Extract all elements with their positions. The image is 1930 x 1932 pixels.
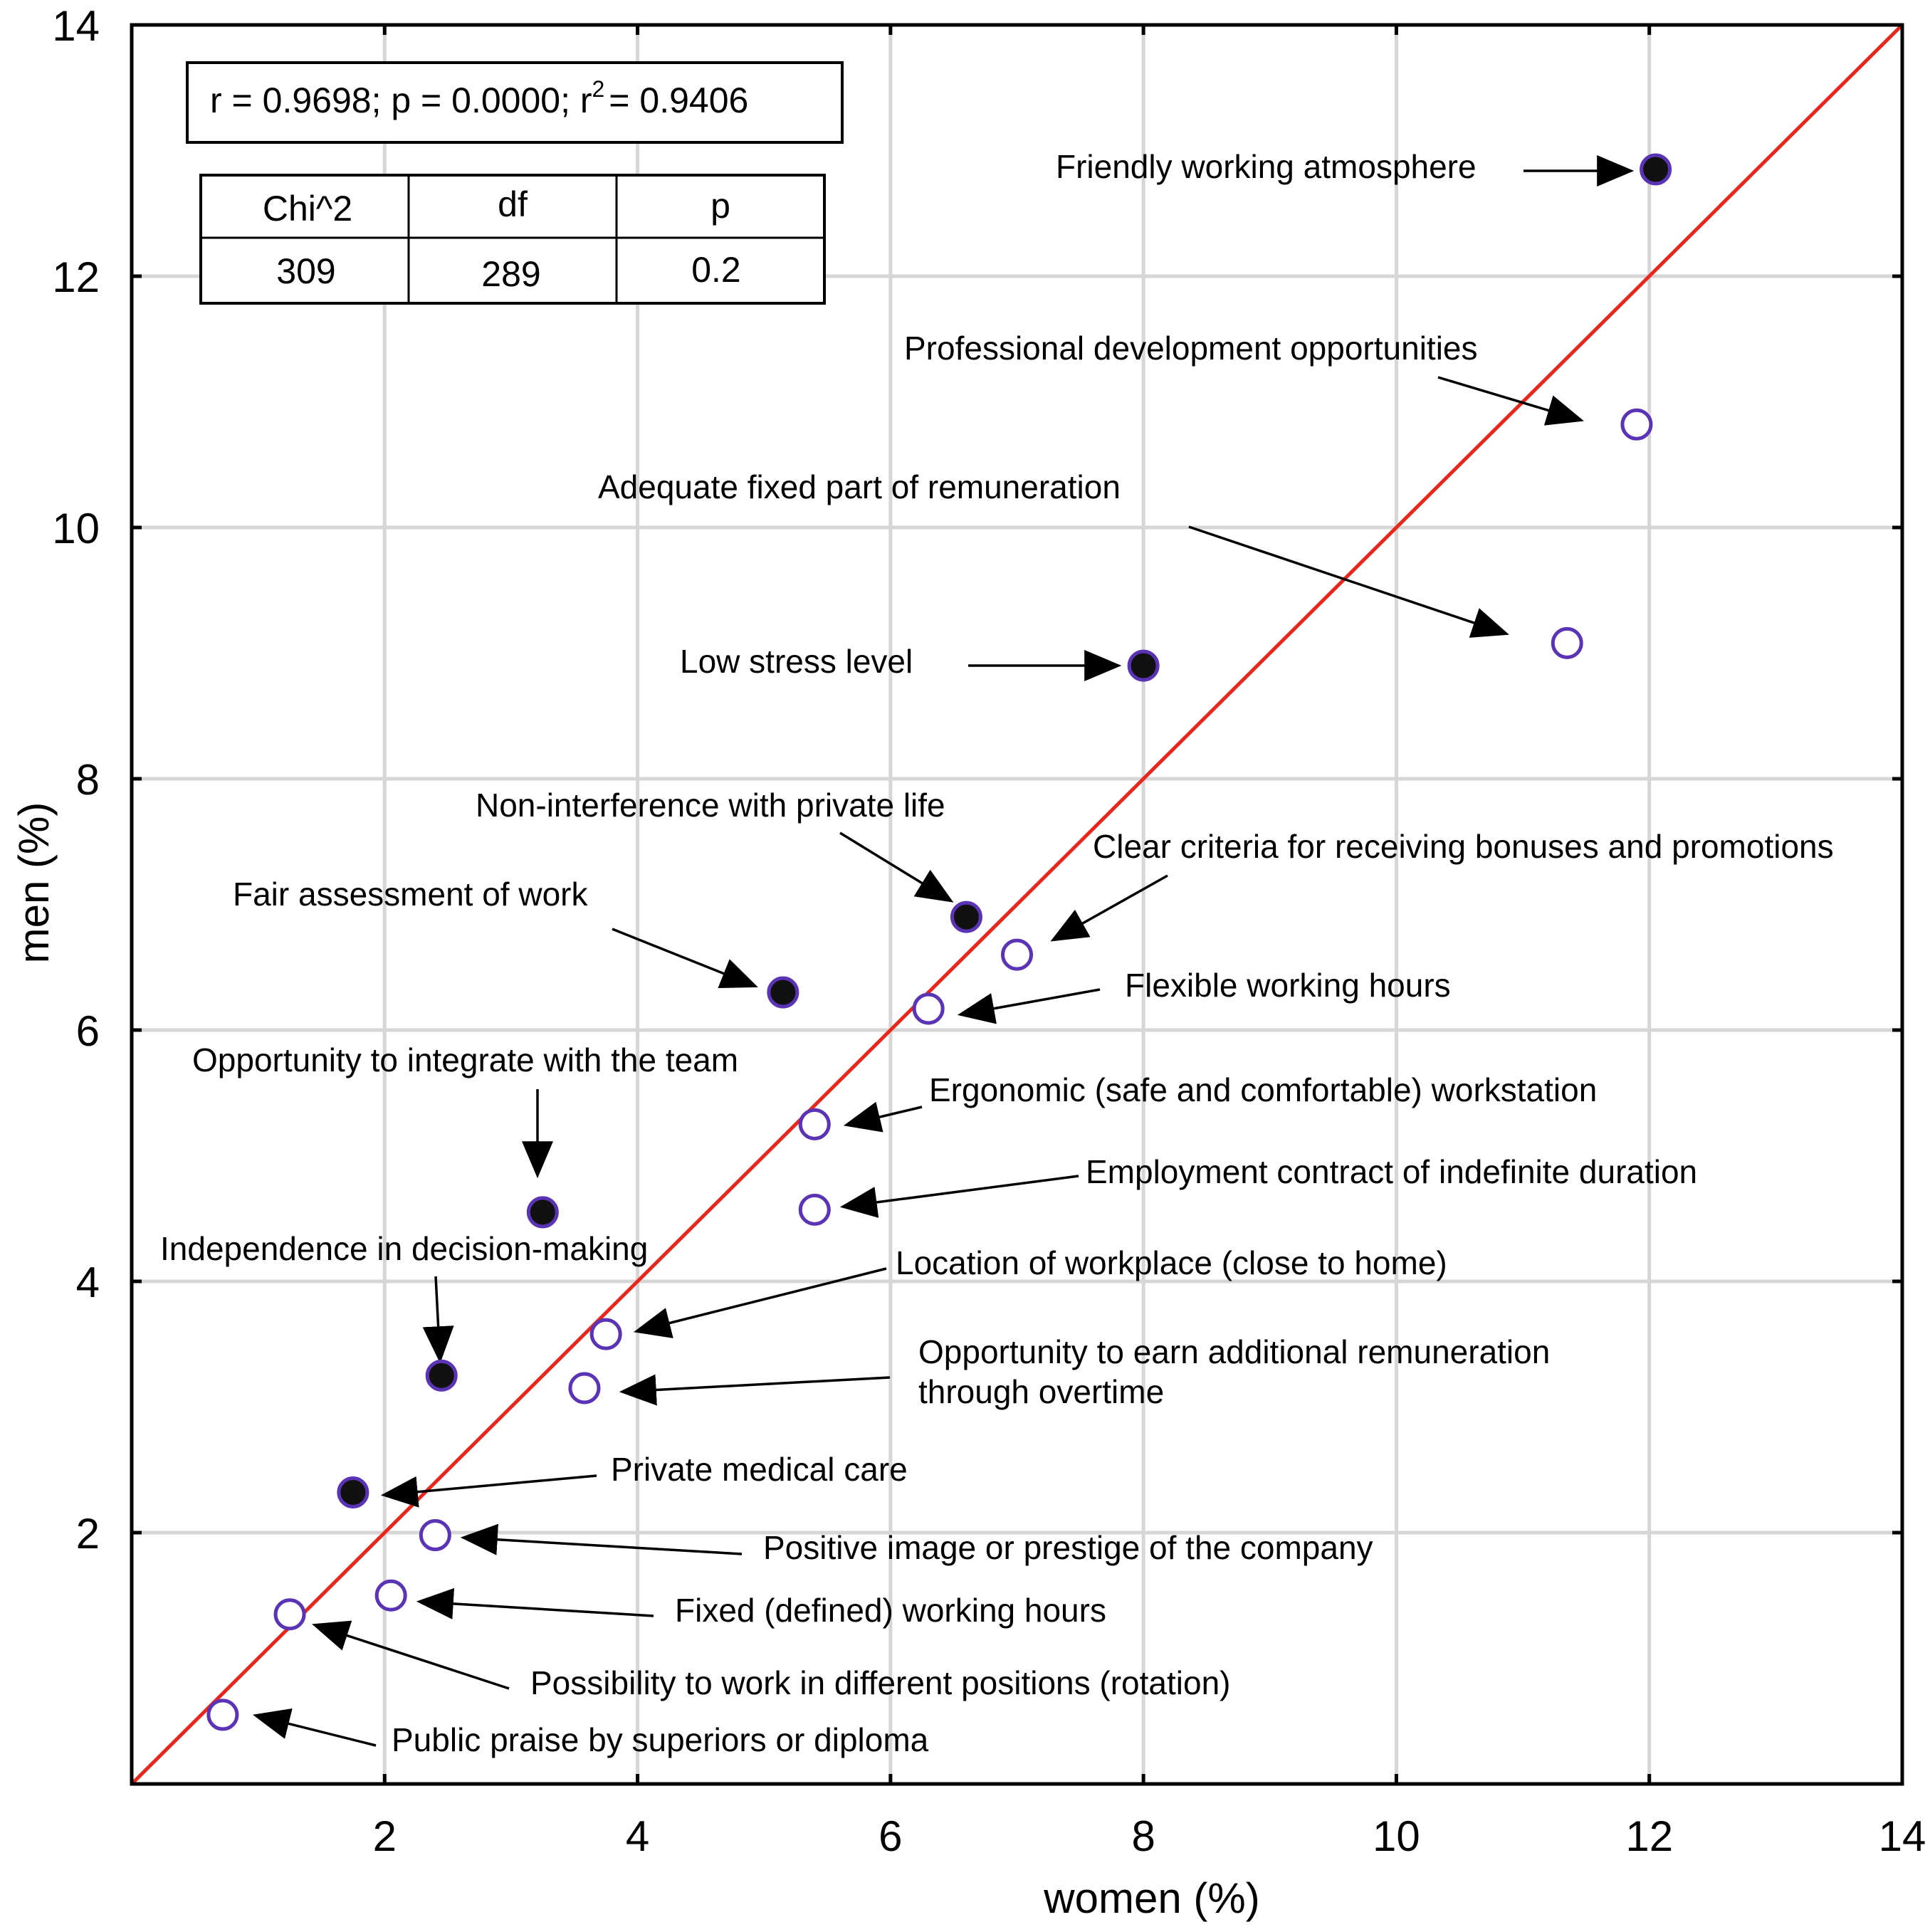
annotation-arrow: [252, 1708, 377, 1747]
annotation-arrow: [633, 1267, 887, 1338]
annotation-arrow: [612, 928, 758, 989]
stats-box: r = 0.9698; p = 0.0000; r2 = 0.9406: [186, 61, 844, 144]
point-label: Independence in decision-making: [160, 1230, 648, 1267]
filled-point: [425, 1359, 458, 1392]
annotation-arrow: [619, 1374, 891, 1406]
y-tick-label: 14: [52, 2, 100, 50]
annotation-arrow: [416, 1587, 654, 1619]
stats-text: r = 0.9698; p = 0.0000; r2 = 0.9406: [210, 76, 748, 120]
filled-point: [950, 901, 982, 933]
chi-value-chi: 309: [276, 251, 335, 291]
annotation-arrow: [1188, 525, 1509, 638]
annotation-arrow: [1437, 376, 1584, 426]
point-label: Flexible working hours: [1125, 967, 1451, 1004]
hollow-point: [1620, 408, 1653, 441]
axis-ticks: 2 4 6 8 10 12 14 2 4 6 8 10 12 14: [52, 2, 1926, 1860]
point-label: through overtime: [918, 1373, 1164, 1410]
y-tick-label: 10: [52, 505, 100, 552]
point-label: Fair assessment of work: [233, 876, 588, 913]
x-axis-title: women (%): [1043, 1874, 1259, 1922]
stats-r2-text: = 0.9406: [609, 80, 748, 120]
point-label: Possibility to work in different positio…: [530, 1664, 1230, 1701]
annotation-arrow: [422, 1276, 454, 1364]
data-points: [206, 153, 1672, 1731]
annotation-arrow: [312, 1620, 510, 1690]
point-label: Positive image or prestige of the compan…: [763, 1529, 1373, 1566]
annotation-arrow: [957, 988, 1101, 1024]
hollow-point: [1551, 626, 1583, 659]
y-tick-label: 12: [52, 253, 100, 301]
y-axis-title: men (%): [10, 802, 58, 964]
annotation-arrow: [380, 1474, 597, 1508]
point-label: Non-interference with private life: [476, 787, 945, 824]
point-label: Opportunity to earn additional remunerat…: [918, 1333, 1550, 1370]
filled-point: [1640, 153, 1672, 186]
hollow-point: [374, 1579, 407, 1612]
point-label: Low stress level: [680, 643, 913, 680]
chi-header-p: p: [710, 186, 730, 226]
filled-point: [1127, 649, 1160, 682]
chi-value-df: 289: [481, 254, 540, 294]
filled-point: [767, 976, 799, 1009]
stats-r-sup: 2: [592, 76, 605, 102]
point-label: Location of workplace (close to home): [896, 1244, 1447, 1281]
hollow-point: [206, 1699, 239, 1731]
annotation-arrows: [252, 155, 1635, 1747]
stats-r-text: r = 0.9698; p = 0.0000; r: [210, 80, 592, 120]
point-label: Employment contract of indefinite durati…: [1086, 1153, 1697, 1190]
annotation-arrow: [843, 1101, 923, 1133]
y-tick-label: 8: [76, 756, 100, 804]
x-tick-label: 8: [1131, 1812, 1155, 1860]
plot-frame: [130, 23, 1904, 1786]
hollow-point: [912, 992, 945, 1025]
x-tick-label: 2: [373, 1812, 397, 1860]
filled-point: [526, 1196, 559, 1229]
annotation-arrow: [839, 1175, 1079, 1218]
point-label: Private medical care: [611, 1451, 908, 1488]
chi-header-chi: Chi^2: [263, 189, 352, 229]
hollow-point: [568, 1372, 601, 1405]
x-tick-label: 4: [626, 1812, 649, 1860]
x-tick-label: 12: [1625, 1812, 1673, 1860]
filled-point: [337, 1476, 369, 1509]
point-labels: Friendly working atmosphere Professional …: [160, 148, 1834, 1758]
point-label: Adequate fixed part of remuneration: [598, 468, 1121, 505]
point-label: Ergonomic (safe and comfortable) worksta…: [929, 1071, 1597, 1108]
hollow-point: [273, 1598, 306, 1631]
point-label: Fixed (defined) working hours: [675, 1592, 1106, 1629]
chi-value-p: 0.2: [691, 250, 741, 290]
hollow-point: [1001, 938, 1033, 971]
x-tick-label: 6: [879, 1812, 902, 1860]
chi-header-df: df: [498, 184, 528, 224]
y-tick-label: 6: [76, 1007, 100, 1055]
hollow-point: [589, 1318, 622, 1350]
x-tick-label: 14: [1879, 1812, 1926, 1860]
annotation-arrow: [460, 1523, 743, 1555]
point-label: Clear criteria for receiving bonuses and…: [1093, 828, 1834, 865]
y-tick-label: 2: [76, 1510, 100, 1558]
hollow-point: [798, 1108, 831, 1140]
annotation-arrow: [1050, 874, 1168, 942]
annotation-arrow: [839, 831, 954, 903]
point-label: Professional development opportunities: [904, 330, 1478, 367]
hollow-point: [798, 1193, 831, 1226]
chi-table: Chi^2 df p 309 289 0.2: [199, 174, 826, 305]
point-label: Opportunity to integrate with the team: [192, 1041, 738, 1078]
point-label: Public praise by superiors or diploma: [392, 1721, 929, 1758]
point-label: Friendly working atmosphere: [1056, 148, 1477, 185]
hollow-point: [419, 1519, 451, 1552]
y-tick-label: 4: [76, 1259, 100, 1306]
x-tick-label: 10: [1373, 1812, 1420, 1860]
